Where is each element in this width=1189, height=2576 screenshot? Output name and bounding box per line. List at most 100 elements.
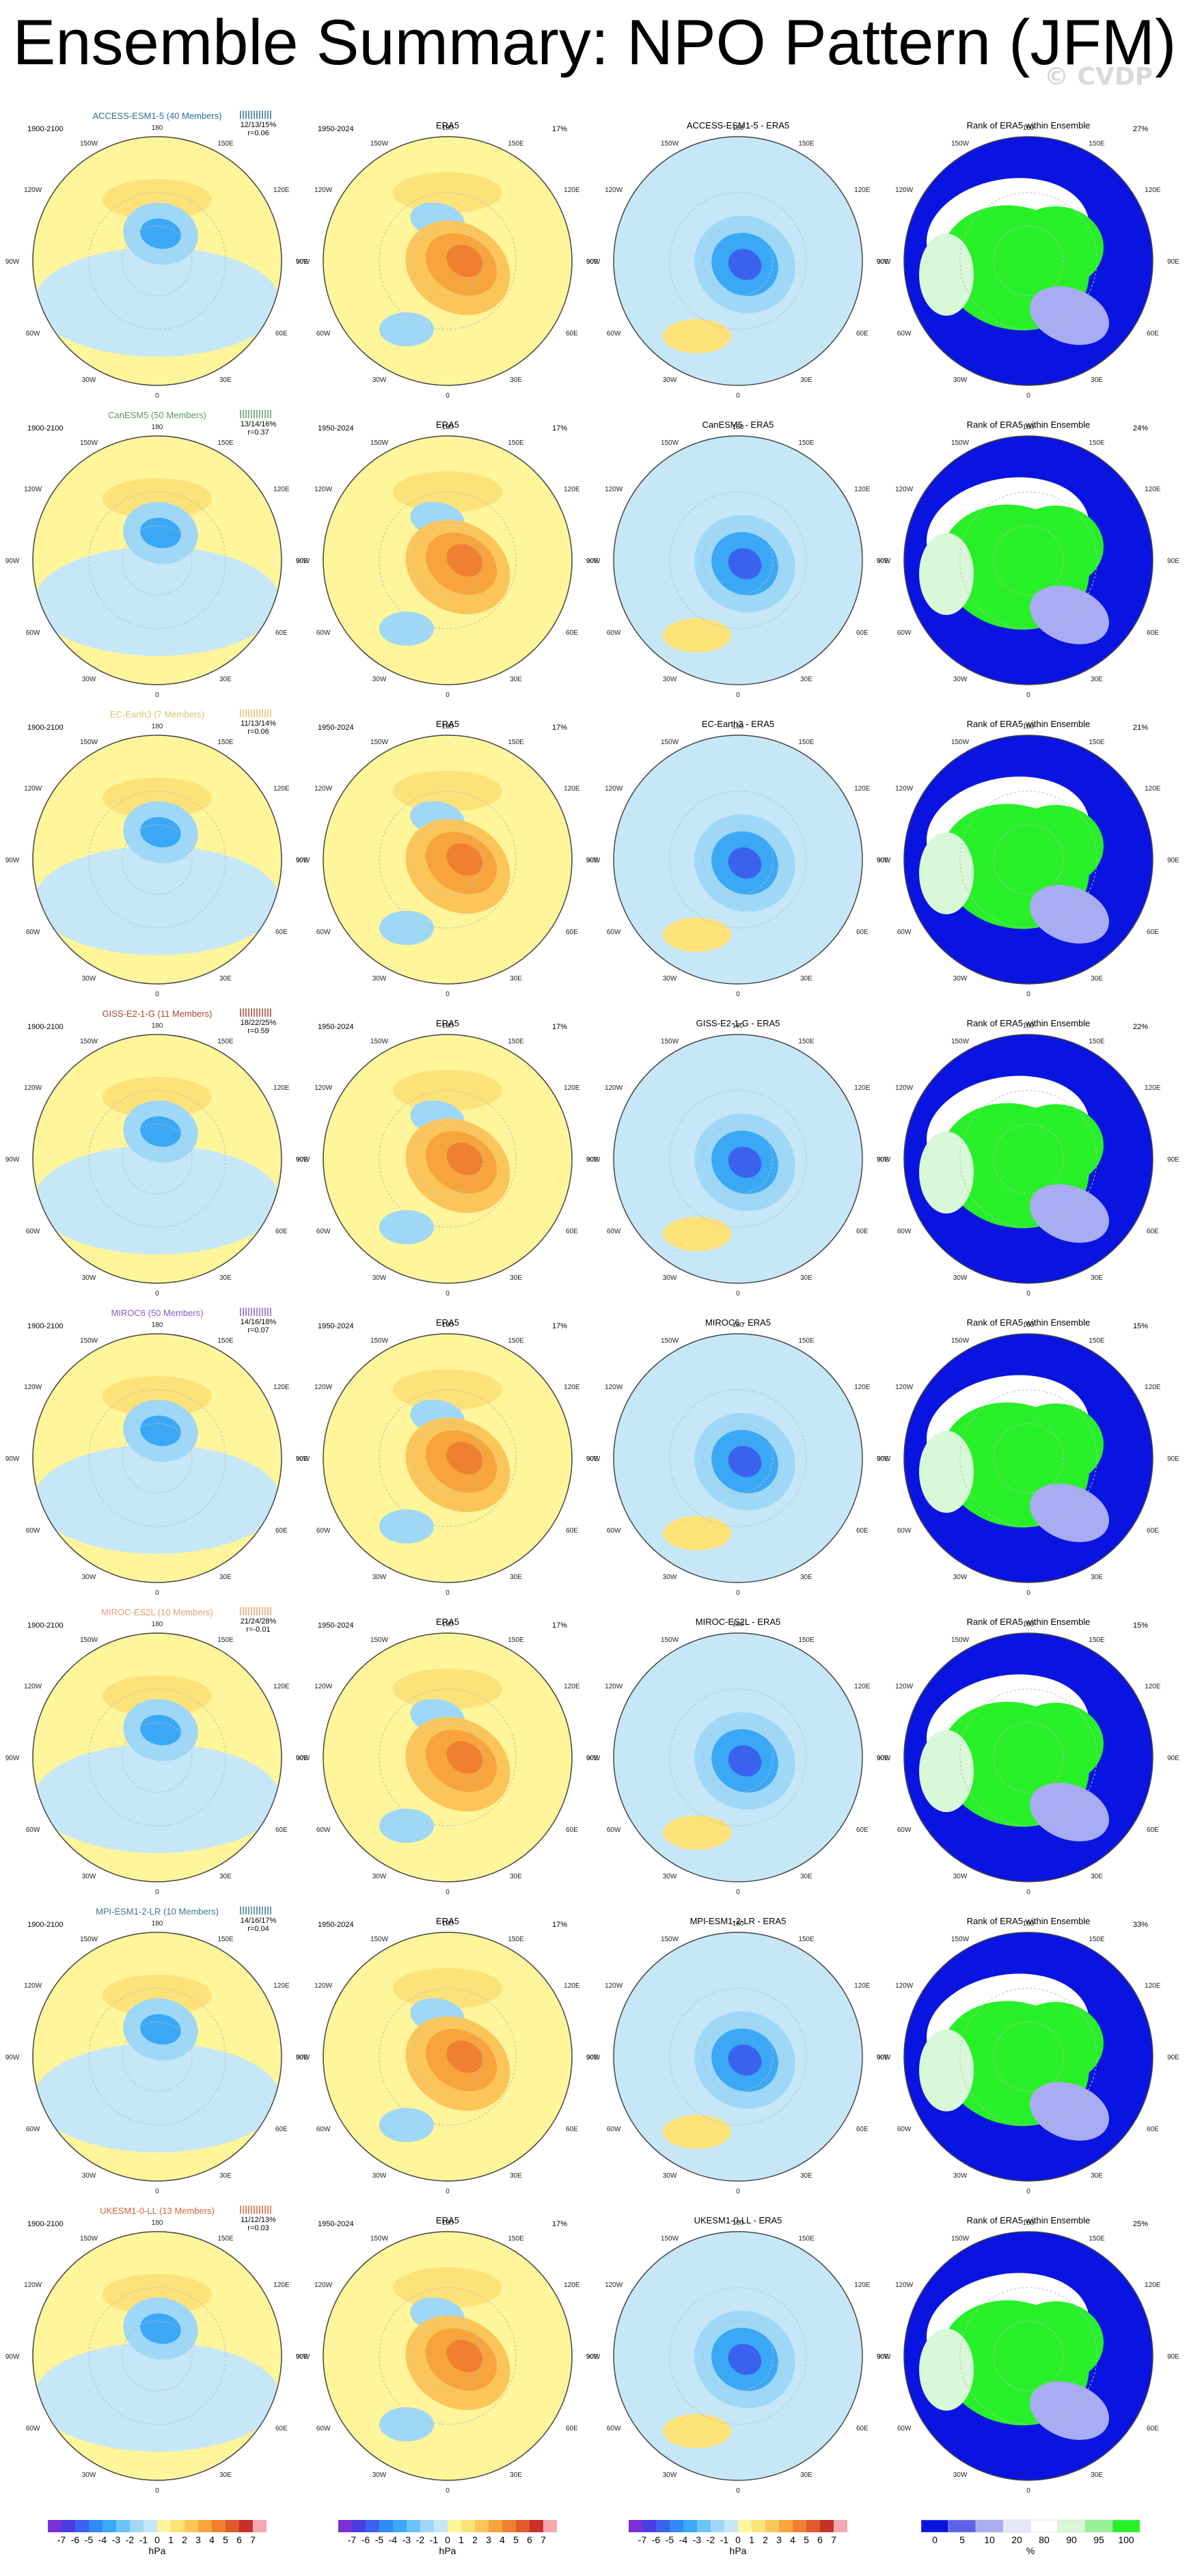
longitude-label: 30E	[219, 1873, 232, 1880]
anomaly-contour	[1008, 1703, 1104, 1785]
colorbar-swatch	[502, 2520, 516, 2532]
longitude-label: 60W	[316, 629, 331, 637]
longitude-label: 0	[1026, 691, 1030, 699]
colorbar-swatch	[752, 2520, 765, 2532]
longitude-label: 120W	[24, 1683, 42, 1690]
anomaly-contour	[140, 2014, 181, 2045]
anomaly-contour	[379, 911, 434, 945]
colorbar-swatch	[1057, 2519, 1086, 2533]
longitude-label: 0	[736, 691, 740, 699]
longitude-label: 120W	[605, 1683, 623, 1690]
longitude-label: 150E	[217, 439, 234, 447]
longitude-label: 150E	[798, 1337, 815, 1345]
longitude-label: 90W	[5, 1455, 20, 1463]
ensemble-spread-bar	[240, 709, 271, 717]
colorbar-tick: -6	[71, 2534, 80, 2545]
longitude-label: 90W	[296, 1156, 310, 1164]
longitude-label: 30W	[82, 1873, 96, 1880]
longitude-label: 120W	[895, 785, 914, 793]
longitude-label: 30E	[800, 1574, 812, 1581]
longitude-label: 30E	[510, 1274, 522, 1282]
colorbar-tick: 1	[459, 2534, 464, 2545]
longitude-label: 90W	[5, 558, 20, 565]
longitude-label: 30E	[800, 2172, 812, 2180]
longitude-label: 180	[152, 1022, 163, 1030]
longitude-label: 60E	[1147, 2425, 1159, 2433]
colorbar-swatch	[48, 2520, 62, 2532]
longitude-label: 180	[733, 2219, 744, 2227]
colorbar-tick: 4	[209, 2534, 215, 2545]
colorbar-tick: 5	[513, 2534, 519, 2545]
latitude-circle	[669, 2287, 807, 2425]
longitude-label: 120W	[24, 785, 42, 793]
longitude-label: 30W	[82, 1274, 96, 1282]
colorbar-swatch	[475, 2520, 489, 2532]
colorbar-tick: -7	[348, 2534, 357, 2545]
colorbar-unit: hPa	[439, 2545, 456, 2556]
longitude-label: 30W	[663, 1574, 677, 1581]
colorbar-tick: 100	[1118, 2534, 1134, 2545]
era5-panel-title: ERA5	[436, 1018, 459, 1028]
longitude-label: 0	[155, 2188, 159, 2195]
anomaly-contour	[446, 1442, 483, 1475]
era5-panel-title: ERA5	[436, 1617, 459, 1627]
longitude-label: 90E	[1167, 1755, 1179, 1762]
longitude-label: 60W	[316, 2425, 331, 2433]
longitude-label: 60E	[566, 330, 578, 338]
colorbar-swatch	[102, 2520, 116, 2532]
longitude-label: 150W	[951, 140, 970, 148]
latitude-circle	[88, 1090, 226, 1228]
colorbar-swatch	[366, 2520, 379, 2532]
era5-period: 1950-2024	[318, 1322, 354, 1330]
longitude-label: 60E	[566, 2425, 578, 2433]
longitude-label: 0	[446, 691, 450, 699]
longitude-label: 150W	[80, 2235, 98, 2243]
longitude-label: 150E	[508, 1936, 524, 1943]
pattern-correlation: r=0.37	[247, 428, 269, 437]
anomaly-contour	[919, 1730, 974, 1812]
anomaly-contour	[919, 234, 974, 316]
pattern-correlation: r=0.03	[247, 2224, 269, 2232]
longitude-label: 150E	[798, 1636, 815, 1644]
longitude-label: 0	[155, 1889, 159, 1896]
longitude-label: 60E	[1147, 2126, 1159, 2133]
longitude-label: 120W	[24, 1084, 42, 1092]
longitude-label: 90E	[877, 1156, 889, 1164]
longitude-label: 180	[442, 1920, 454, 1928]
rank-panel-title: Rank of ERA5 within Ensemble	[967, 1317, 1091, 1328]
longitude-label: 150E	[1089, 1337, 1105, 1345]
map-fill	[614, 2232, 862, 2480]
anomaly-contour	[446, 245, 483, 277]
longitude-label: 150E	[508, 2235, 524, 2243]
longitude-label: 0	[446, 2188, 450, 2195]
longitude-label: 30E	[510, 2471, 522, 2479]
longitude-label: 120W	[24, 1982, 42, 1990]
longitude-label: 60W	[607, 629, 621, 637]
map-border	[903, 735, 1153, 985]
longitude-label: 150W	[951, 2235, 970, 2243]
difference-panel-title: MIROC6 - ERA5	[705, 1317, 771, 1328]
longitude-label: 0	[1026, 2188, 1030, 2195]
longitude-label: 30W	[663, 2172, 677, 2180]
longitude-label: 150W	[370, 439, 389, 447]
model-panel-title: EC-Earth3 (7 Members)	[110, 709, 204, 720]
longitude-label: 90W	[877, 1755, 891, 1762]
latitude-circle	[412, 1123, 483, 1194]
longitude-label: 90W	[877, 258, 891, 266]
colorbar-tick: -7	[57, 2534, 66, 2545]
longitude-label: 30E	[510, 975, 522, 983]
map-border	[613, 1333, 863, 1583]
longitude-label: 120W	[24, 486, 42, 493]
anomaly-contour	[102, 2274, 212, 2315]
colorbar-swatch	[407, 2520, 420, 2532]
longitude-label: 0	[736, 392, 740, 400]
ensemble-spread-bar	[240, 2206, 271, 2214]
longitude-label: 120E	[273, 187, 290, 194]
colorbar-swatch	[253, 2520, 266, 2532]
longitude-label: 60E	[275, 1527, 288, 1535]
model-panel-title: MIROC6 (50 Members)	[111, 1308, 203, 1318]
longitude-label: 90W	[586, 258, 601, 266]
longitude-label: 0	[1026, 1290, 1030, 1298]
latitude-circle	[412, 824, 483, 895]
